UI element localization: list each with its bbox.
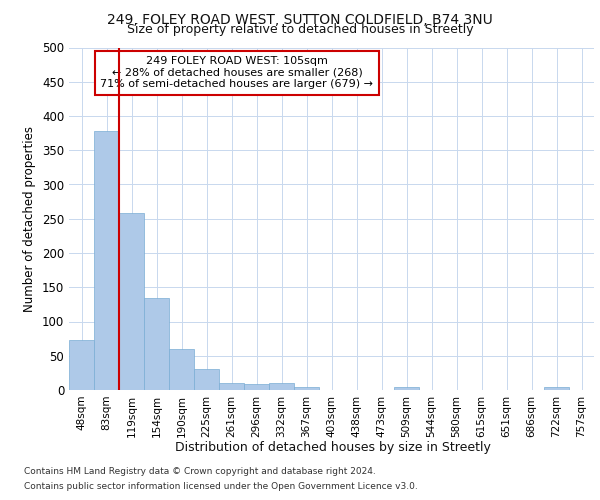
Text: Contains public sector information licensed under the Open Government Licence v3: Contains public sector information licen… (24, 482, 418, 491)
Text: 249, FOLEY ROAD WEST, SUTTON COLDFIELD, B74 3NU: 249, FOLEY ROAD WEST, SUTTON COLDFIELD, … (107, 12, 493, 26)
Bar (119, 214, 144, 390)
Bar (294, 386, 319, 390)
Bar (269, 383, 294, 390)
Bar (544, 388, 569, 390)
Text: Contains HM Land Registry data © Crown copyright and database right 2024.: Contains HM Land Registry data © Crown c… (24, 467, 376, 476)
Bar (94, 131, 119, 390)
Text: Distribution of detached houses by size in Streetly: Distribution of detached houses by size … (175, 441, 491, 454)
Bar (219, 383, 244, 390)
Text: Size of property relative to detached houses in Streetly: Size of property relative to detached ho… (127, 22, 473, 36)
Bar (194, 370, 219, 390)
Bar (169, 349, 194, 390)
Bar (244, 384, 269, 390)
Bar (144, 298, 169, 390)
Y-axis label: Number of detached properties: Number of detached properties (23, 126, 37, 312)
Text: 249 FOLEY ROAD WEST: 105sqm
← 28% of detached houses are smaller (268)
71% of se: 249 FOLEY ROAD WEST: 105sqm ← 28% of det… (101, 56, 373, 90)
Bar (69, 340, 94, 390)
Bar (394, 386, 419, 390)
